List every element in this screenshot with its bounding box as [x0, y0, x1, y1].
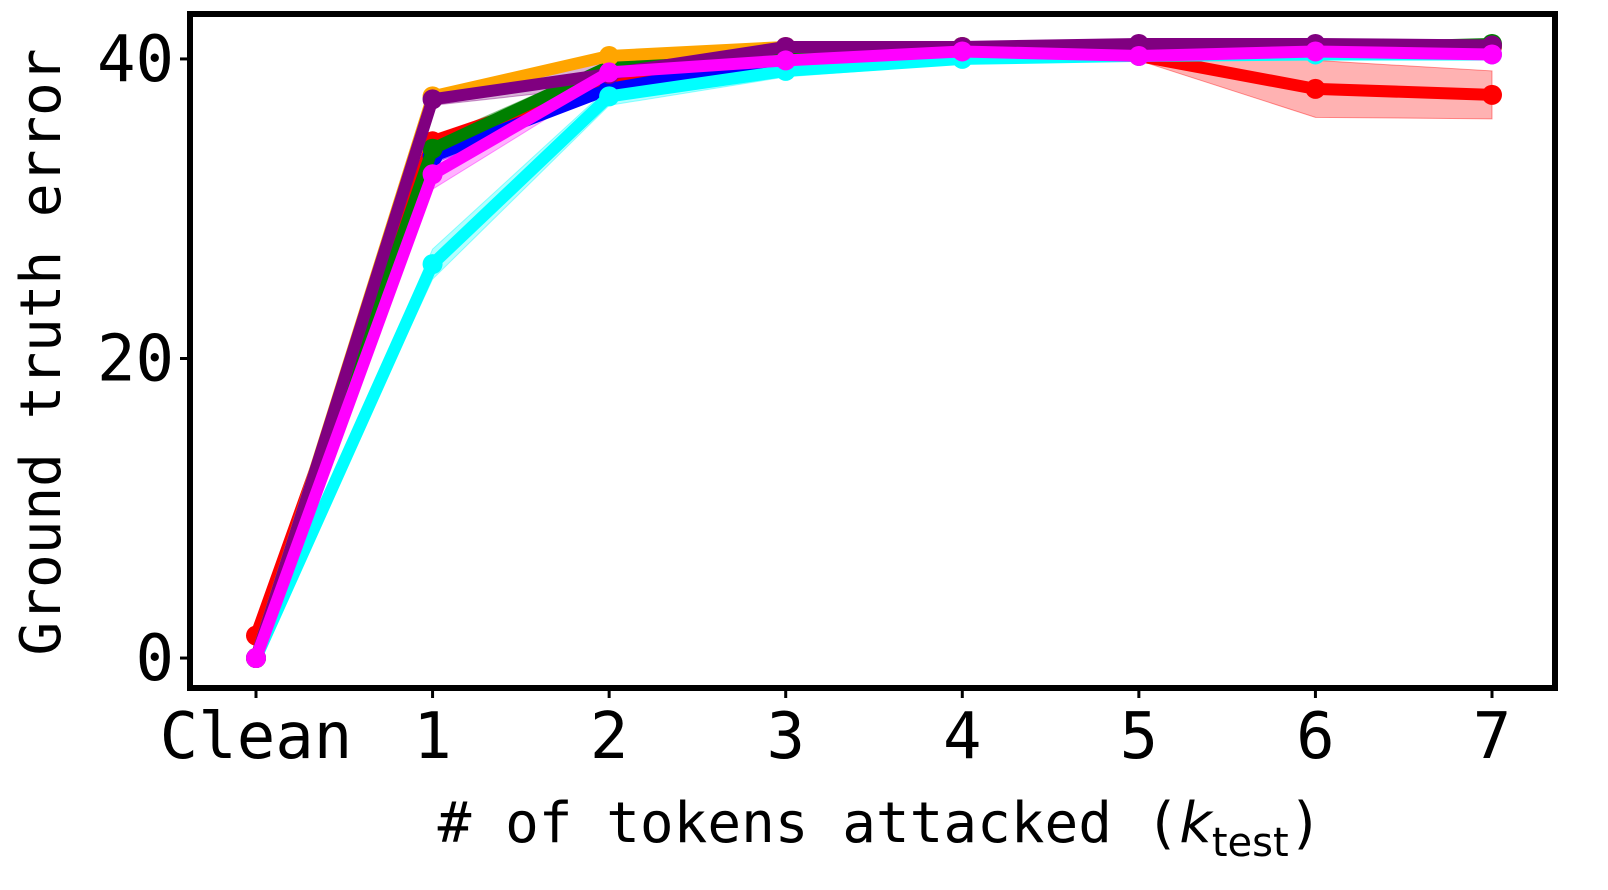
y-tick-label: 40: [97, 23, 174, 97]
x-label-sub: test: [1212, 820, 1289, 866]
x-tick-label: 3: [766, 700, 805, 774]
point: [422, 164, 443, 185]
x-tick-label: 2: [590, 700, 629, 774]
point: [422, 138, 443, 159]
point: [1482, 84, 1502, 105]
point: [1128, 45, 1149, 66]
point: [599, 62, 620, 83]
plot-frame: [187, 11, 1558, 691]
x-tick-label: 7: [1473, 700, 1512, 774]
series-line: [250, 45, 1493, 661]
point: [775, 50, 796, 71]
point: [422, 254, 443, 275]
point: [246, 648, 266, 669]
y-tick-label: 20: [97, 322, 174, 396]
y-tick-label: 0: [135, 622, 174, 696]
point: [1482, 44, 1502, 65]
point: [952, 41, 973, 62]
point: [1305, 41, 1326, 62]
point: [422, 89, 443, 110]
x-axis-label: # of tokens attacked (ktest): [438, 791, 1323, 866]
point: [599, 45, 620, 66]
x-tick-label: 4: [943, 700, 982, 774]
y-axis-label: Ground truth error: [9, 49, 74, 656]
x-tick-label: 1: [413, 700, 452, 774]
x-label-close: ): [1289, 791, 1323, 856]
x-label-text: # of tokens attacked (: [438, 791, 1180, 856]
x-label-var: k: [1179, 791, 1214, 856]
series-line: [250, 37, 1493, 660]
x-tick-label: 5: [1120, 700, 1159, 774]
x-tick-label: 6: [1296, 700, 1335, 774]
point: [599, 86, 620, 107]
x-tick-label: Clean: [160, 700, 353, 774]
point: [1305, 78, 1326, 99]
